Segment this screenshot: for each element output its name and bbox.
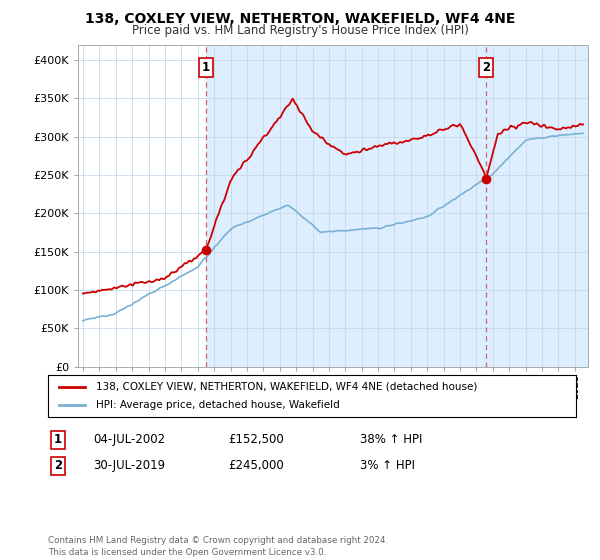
Text: 138, COXLEY VIEW, NETHERTON, WAKEFIELD, WF4 4NE (detached house): 138, COXLEY VIEW, NETHERTON, WAKEFIELD, … <box>95 382 477 392</box>
Text: HPI: Average price, detached house, Wakefield: HPI: Average price, detached house, Wake… <box>95 400 339 410</box>
Text: 1: 1 <box>54 433 62 446</box>
Text: £152,500: £152,500 <box>228 433 284 446</box>
Text: 04-JUL-2002: 04-JUL-2002 <box>93 433 165 446</box>
Text: 1: 1 <box>202 61 210 74</box>
Text: 3% ↑ HPI: 3% ↑ HPI <box>360 459 415 473</box>
Text: 38% ↑ HPI: 38% ↑ HPI <box>360 433 422 446</box>
Text: Contains HM Land Registry data © Crown copyright and database right 2024.
This d: Contains HM Land Registry data © Crown c… <box>48 536 388 557</box>
Text: 138, COXLEY VIEW, NETHERTON, WAKEFIELD, WF4 4NE: 138, COXLEY VIEW, NETHERTON, WAKEFIELD, … <box>85 12 515 26</box>
Text: £245,000: £245,000 <box>228 459 284 473</box>
Bar <box>206 45 588 367</box>
Text: 2: 2 <box>482 61 490 74</box>
Text: Price paid vs. HM Land Registry's House Price Index (HPI): Price paid vs. HM Land Registry's House … <box>131 24 469 36</box>
Text: 30-JUL-2019: 30-JUL-2019 <box>93 459 165 473</box>
Text: 2: 2 <box>54 459 62 473</box>
